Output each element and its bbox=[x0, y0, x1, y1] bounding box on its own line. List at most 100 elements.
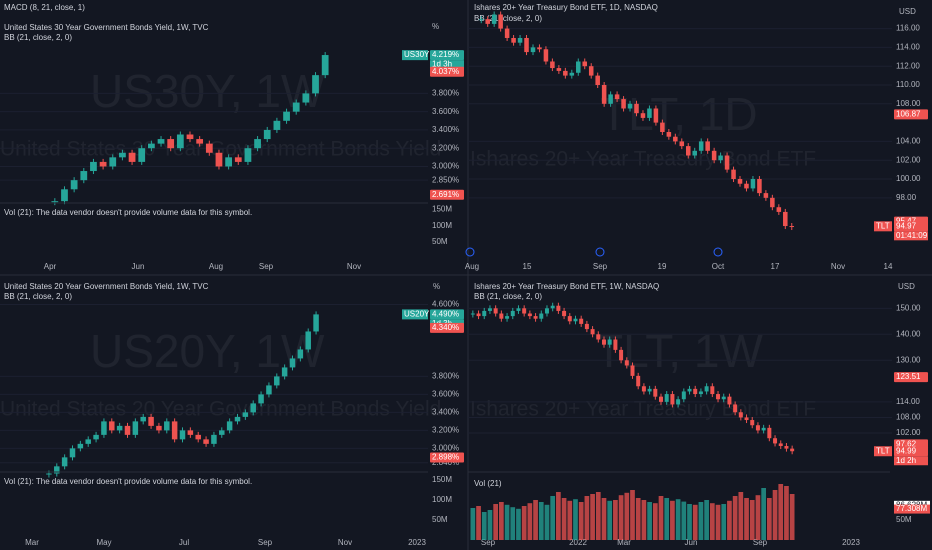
symbol-tag bbox=[874, 221, 892, 232]
candle bbox=[543, 49, 549, 62]
candle bbox=[595, 75, 600, 85]
candle bbox=[721, 396, 726, 400]
volume-bar bbox=[715, 504, 721, 540]
candle bbox=[203, 439, 209, 444]
candle bbox=[54, 466, 60, 474]
x-tick-label: Oct bbox=[712, 262, 725, 271]
y-tick-label: 110.00 bbox=[896, 80, 920, 89]
candle bbox=[647, 108, 652, 118]
price-tag bbox=[430, 322, 464, 333]
symbol-tag bbox=[874, 446, 892, 457]
candle bbox=[647, 388, 652, 392]
x-tick-label: Jun bbox=[132, 262, 145, 271]
candle bbox=[511, 37, 516, 43]
candle bbox=[673, 136, 678, 142]
volume-bar bbox=[567, 500, 573, 540]
vol-tag-label: 77.308M bbox=[896, 504, 927, 513]
y-tick-label: 3.200% bbox=[432, 425, 459, 434]
y-tick-label: 150.00 bbox=[896, 303, 921, 312]
candle bbox=[179, 430, 186, 440]
candle bbox=[482, 310, 487, 317]
y-tick-label: 3.800% bbox=[432, 89, 459, 98]
candle bbox=[750, 420, 755, 426]
candle bbox=[783, 211, 788, 227]
volume-bar bbox=[658, 496, 664, 540]
volume-bar bbox=[595, 492, 601, 540]
watermark-sub: United States 20 Year Government Bonds Y… bbox=[0, 398, 441, 421]
candle bbox=[116, 425, 123, 431]
candle bbox=[305, 331, 311, 350]
volume-bar bbox=[607, 500, 613, 540]
candle bbox=[171, 421, 178, 440]
candle bbox=[596, 334, 601, 340]
x-tick-label: Mar bbox=[25, 538, 39, 547]
volume-bar bbox=[510, 507, 516, 540]
price-tag bbox=[894, 109, 928, 120]
vol-tick-label: 50M bbox=[432, 515, 448, 524]
panel-subtitle: BB (21, close, 2, 0) bbox=[4, 292, 72, 301]
candle bbox=[710, 386, 715, 395]
candle bbox=[733, 404, 738, 413]
x-tick-label: 15 bbox=[523, 262, 532, 271]
dividend-marker bbox=[465, 247, 475, 257]
axis-unit: USD bbox=[898, 282, 915, 291]
candle bbox=[576, 61, 581, 73]
candle bbox=[176, 134, 184, 149]
candle bbox=[676, 399, 681, 405]
volume-bar bbox=[578, 502, 584, 540]
symbol-tag bbox=[402, 309, 428, 320]
candle bbox=[132, 421, 139, 435]
vol-tick-label: 50M bbox=[432, 237, 448, 246]
volume-bar bbox=[635, 498, 641, 540]
volume-bar bbox=[590, 494, 595, 540]
y-tick-label: 108.00 bbox=[896, 99, 921, 108]
candle bbox=[530, 47, 536, 53]
candle bbox=[582, 61, 588, 67]
x-tick-label: 17 bbox=[771, 262, 780, 271]
candle bbox=[744, 183, 749, 189]
panel-title: United States 20 Year Government Bonds Y… bbox=[4, 282, 209, 291]
volume-bar bbox=[732, 496, 738, 540]
candle bbox=[109, 157, 117, 167]
candle bbox=[773, 438, 778, 444]
candle bbox=[544, 308, 549, 314]
x-tick-label: Sep bbox=[753, 538, 768, 547]
volume-bar bbox=[533, 500, 538, 540]
candle bbox=[738, 412, 743, 418]
candle bbox=[563, 70, 568, 76]
volume-bar bbox=[544, 504, 550, 540]
volume-bar bbox=[670, 500, 675, 540]
volume-bar bbox=[687, 504, 692, 540]
panel-title: Ishares 20+ Year Treasury Bond ETF, 1W, … bbox=[474, 282, 659, 291]
candle bbox=[61, 189, 68, 202]
volume-bar bbox=[647, 502, 652, 540]
symbol-tag bbox=[402, 50, 428, 61]
price-tag bbox=[894, 446, 928, 457]
candle bbox=[778, 443, 783, 447]
candle bbox=[266, 385, 272, 395]
candle bbox=[283, 111, 290, 121]
x-tick-label: 2023 bbox=[408, 538, 426, 547]
volume-bar bbox=[727, 500, 732, 540]
candle bbox=[711, 150, 717, 161]
price-tag-label: 4.490% bbox=[432, 309, 459, 318]
candle bbox=[584, 323, 589, 330]
candle bbox=[550, 305, 555, 309]
candle bbox=[109, 421, 115, 431]
symbol-tag-label: US30Y bbox=[404, 50, 430, 59]
y-tick-label: 114.00 bbox=[896, 42, 920, 51]
candle bbox=[148, 143, 155, 149]
candle bbox=[556, 305, 561, 311]
candle bbox=[491, 14, 497, 24]
candle bbox=[93, 434, 99, 440]
candle bbox=[679, 141, 685, 147]
volume-bar bbox=[641, 500, 647, 540]
volume-bar bbox=[613, 500, 618, 540]
candle bbox=[281, 367, 288, 377]
volume-bar bbox=[738, 492, 744, 540]
candle bbox=[767, 427, 772, 439]
countdown: 1d 2h bbox=[896, 456, 916, 465]
panel-subtitle: BB (21, close, 2, 0) bbox=[474, 292, 542, 301]
panel-subtitle: BB (21, close, 2, 0) bbox=[4, 33, 72, 42]
volume-bar bbox=[601, 498, 607, 540]
